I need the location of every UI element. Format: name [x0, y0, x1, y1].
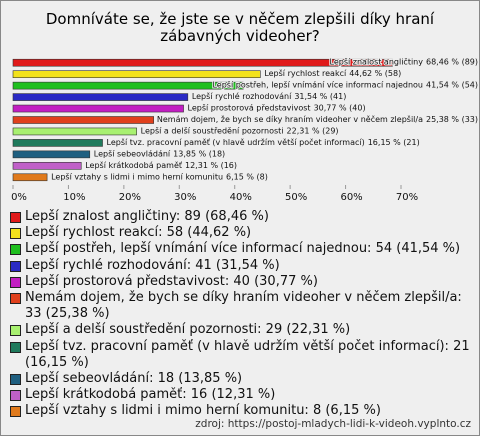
legend-label: Lepší postřeh, lepší vnímání více inform…: [25, 241, 461, 257]
legend-label: Lepší prostorová představivost: 40 (30,7…: [25, 273, 318, 289]
x-tick-label: 70%: [396, 192, 418, 203]
legend-label: Lepší znalost angličtiny: 89 (68,46 %): [25, 209, 269, 224]
bar-label-category: Lepší prostorová představivost: [188, 102, 311, 112]
bar-label-value: 22,31 % (29): [287, 126, 339, 135]
bar-label: Lepší a delší soustředění pozornosti 22,3…: [141, 125, 339, 135]
source: zdroj: https://postoj-mladych-lidi-k-vid…: [195, 418, 471, 430]
bar-label: Lepší postřeh, lepší vnímání více inform…: [212, 79, 478, 89]
bar: [12, 104, 184, 113]
x-tick-label: 30%: [174, 192, 196, 203]
bar-label-value: 12,31 % (16): [185, 160, 237, 169]
bar: [12, 81, 244, 90]
x-tick-label: 20%: [119, 192, 141, 203]
x-tick-label: 60%: [340, 192, 362, 203]
legend-entry: Lepší rychlost reakcí: 58 (44,62 %): [9, 225, 471, 241]
legend-entry: Lepší krátkodobá paměť: 16 (12,31 %): [9, 387, 471, 403]
legend-entry: Lepší prostorová představivost: 40 (30,7…: [9, 274, 471, 290]
bar: [12, 150, 91, 159]
bar-label-value: 68,46 % (89): [426, 57, 478, 66]
legend-entry: Lepší vztahy s lidmi i mimo herní komuni…: [9, 403, 471, 419]
bar-label-value: 13,85 % (18): [173, 149, 225, 158]
legend-label: Lepší vztahy s lidmi i mimo herní komuni…: [25, 403, 381, 419]
bar: [12, 162, 82, 170]
legend-label: Lepší a delší soustředění pozornosti: 29…: [25, 322, 351, 338]
bar: [12, 139, 103, 147]
legend-swatch: [10, 228, 21, 240]
legend-entry: Lepší sebeovládání: 18 (13,85 %): [9, 371, 471, 387]
legend-swatch: [10, 406, 21, 418]
legend-label: Nemám dojem, že bych se díky hraním vide…: [25, 290, 462, 322]
bar-label: Lepší sebeovládání 13,85 % (18): [94, 148, 225, 158]
legend-label: Lepší rychlost reakcí: 58 (44,62 %): [25, 225, 252, 241]
bar-label: Lepší prostorová představivost 30,77 % (4…: [188, 102, 366, 112]
legend-swatch: [10, 212, 21, 223]
bar-label-category: Nemám dojem, že bych se díky hraním vide…: [157, 114, 423, 124]
bar-label: Lepší vztahy s lidmi i mimo herní komuni…: [51, 171, 268, 181]
legend-swatch: [10, 293, 21, 305]
x-tick-label: 40%: [230, 192, 252, 203]
legend-entry: Lepší tvz. pracovní paměť (v hlavě udrží…: [9, 339, 471, 371]
bar-label-value: 41,54 % (54): [426, 80, 478, 89]
bar-label: Lepší rychlé rozhodování 31,54 % (41): [192, 91, 347, 101]
bar: [12, 127, 137, 136]
legend-swatch: [10, 390, 21, 402]
x-tick-label: 10%: [63, 192, 85, 203]
bar-label-value: 44,62 % (58): [349, 69, 401, 78]
legend-label: Lepší tvz. pracovní paměť (v hlavě udrží…: [25, 338, 470, 370]
bar-label: Lepší krátkodobá paměť 12,31 % (16): [85, 159, 237, 169]
legend-swatch: [10, 341, 21, 353]
legend-swatch: [10, 260, 21, 272]
legend-swatch: [10, 374, 21, 386]
bar-label: Lepší rychlost reakcí 44,62 % (58): [264, 68, 401, 78]
bar: [12, 116, 154, 124]
chart-title: Domníváte se, že jste se v něčem zlepšil…: [45, 10, 435, 45]
legend-entry: Lepší rychlé rozhodování: 41 (31,54 %): [9, 258, 471, 274]
bar-label-category: Lepší znalost angličtiny: [330, 56, 424, 66]
bar-label-value: 30,77 % (40): [314, 103, 366, 112]
bar: [12, 70, 261, 78]
legend-swatch: [10, 325, 21, 337]
bar-label-value: 16,15 % (21): [368, 137, 420, 146]
bar-label-value: 6,15 % (8): [226, 172, 268, 181]
x-tick-label: 0%: [11, 192, 27, 203]
bar-label-category: Lepší rychlé rozhodování: [192, 91, 292, 101]
bar-label-value: 25,38 % (33): [426, 115, 478, 124]
legend-swatch: [10, 244, 21, 256]
legend-label: Lepší rychlé rozhodování: 41 (31,54 %): [25, 257, 280, 273]
legend: Lepší znalost angličtiny: 89 (68,46 %) Le…: [9, 209, 471, 420]
bar-label-category: Lepší postřeh, lepší vnímání více inform…: [212, 79, 423, 89]
legend-entry: Nemám dojem, že bych se díky hraním vide…: [9, 290, 471, 322]
bar-label-category: Lepší tvz. pracovní paměť (v hlavě udrží…: [107, 136, 365, 146]
bar-label: Lepší tvz. pracovní paměť (v hlavě udrží…: [107, 136, 420, 146]
bar-label-category: Lepší a delší soustředění pozornosti: [141, 125, 284, 135]
bar-label-category: Lepší krátkodobá paměť: [85, 159, 182, 169]
bar-label-category: Lepší vztahy s lidmi i mimo herní komuni…: [51, 171, 223, 181]
legend-entry: Lepší a delší soustředění pozornosti: 29…: [9, 322, 471, 338]
bar-label-category: Lepší sebeovládání: [94, 148, 171, 158]
bar: [12, 173, 48, 182]
bar: [12, 58, 393, 67]
x-tick-label: 50%: [285, 192, 307, 203]
chart: 0% 10% 20% 30% 40% 50% 60% 70% Lepší znalost ang…: [11, 55, 479, 203]
bar-label-value: 31,54 % (41): [294, 92, 346, 101]
bar-label: Nemám dojem, že bych se díky hraním vide…: [157, 114, 478, 124]
bar-label: Lepší znalost angličtiny 68,46 % (89): [330, 56, 478, 66]
legend-swatch: [10, 276, 21, 288]
legend-entry: Lepší postřeh, lepší vnímání více inform…: [9, 241, 471, 257]
bar: [12, 93, 189, 101]
bar-label-category: Lepší rychlost reakcí: [264, 68, 347, 78]
legend-label: Lepší krátkodobá paměť: 16 (12,31 %): [25, 387, 276, 403]
legend-entry: Lepší znalost angličtiny: 89 (68,46 %): [9, 209, 471, 225]
legend-label: Lepší sebeovládání: 18 (13,85 %): [25, 371, 243, 387]
